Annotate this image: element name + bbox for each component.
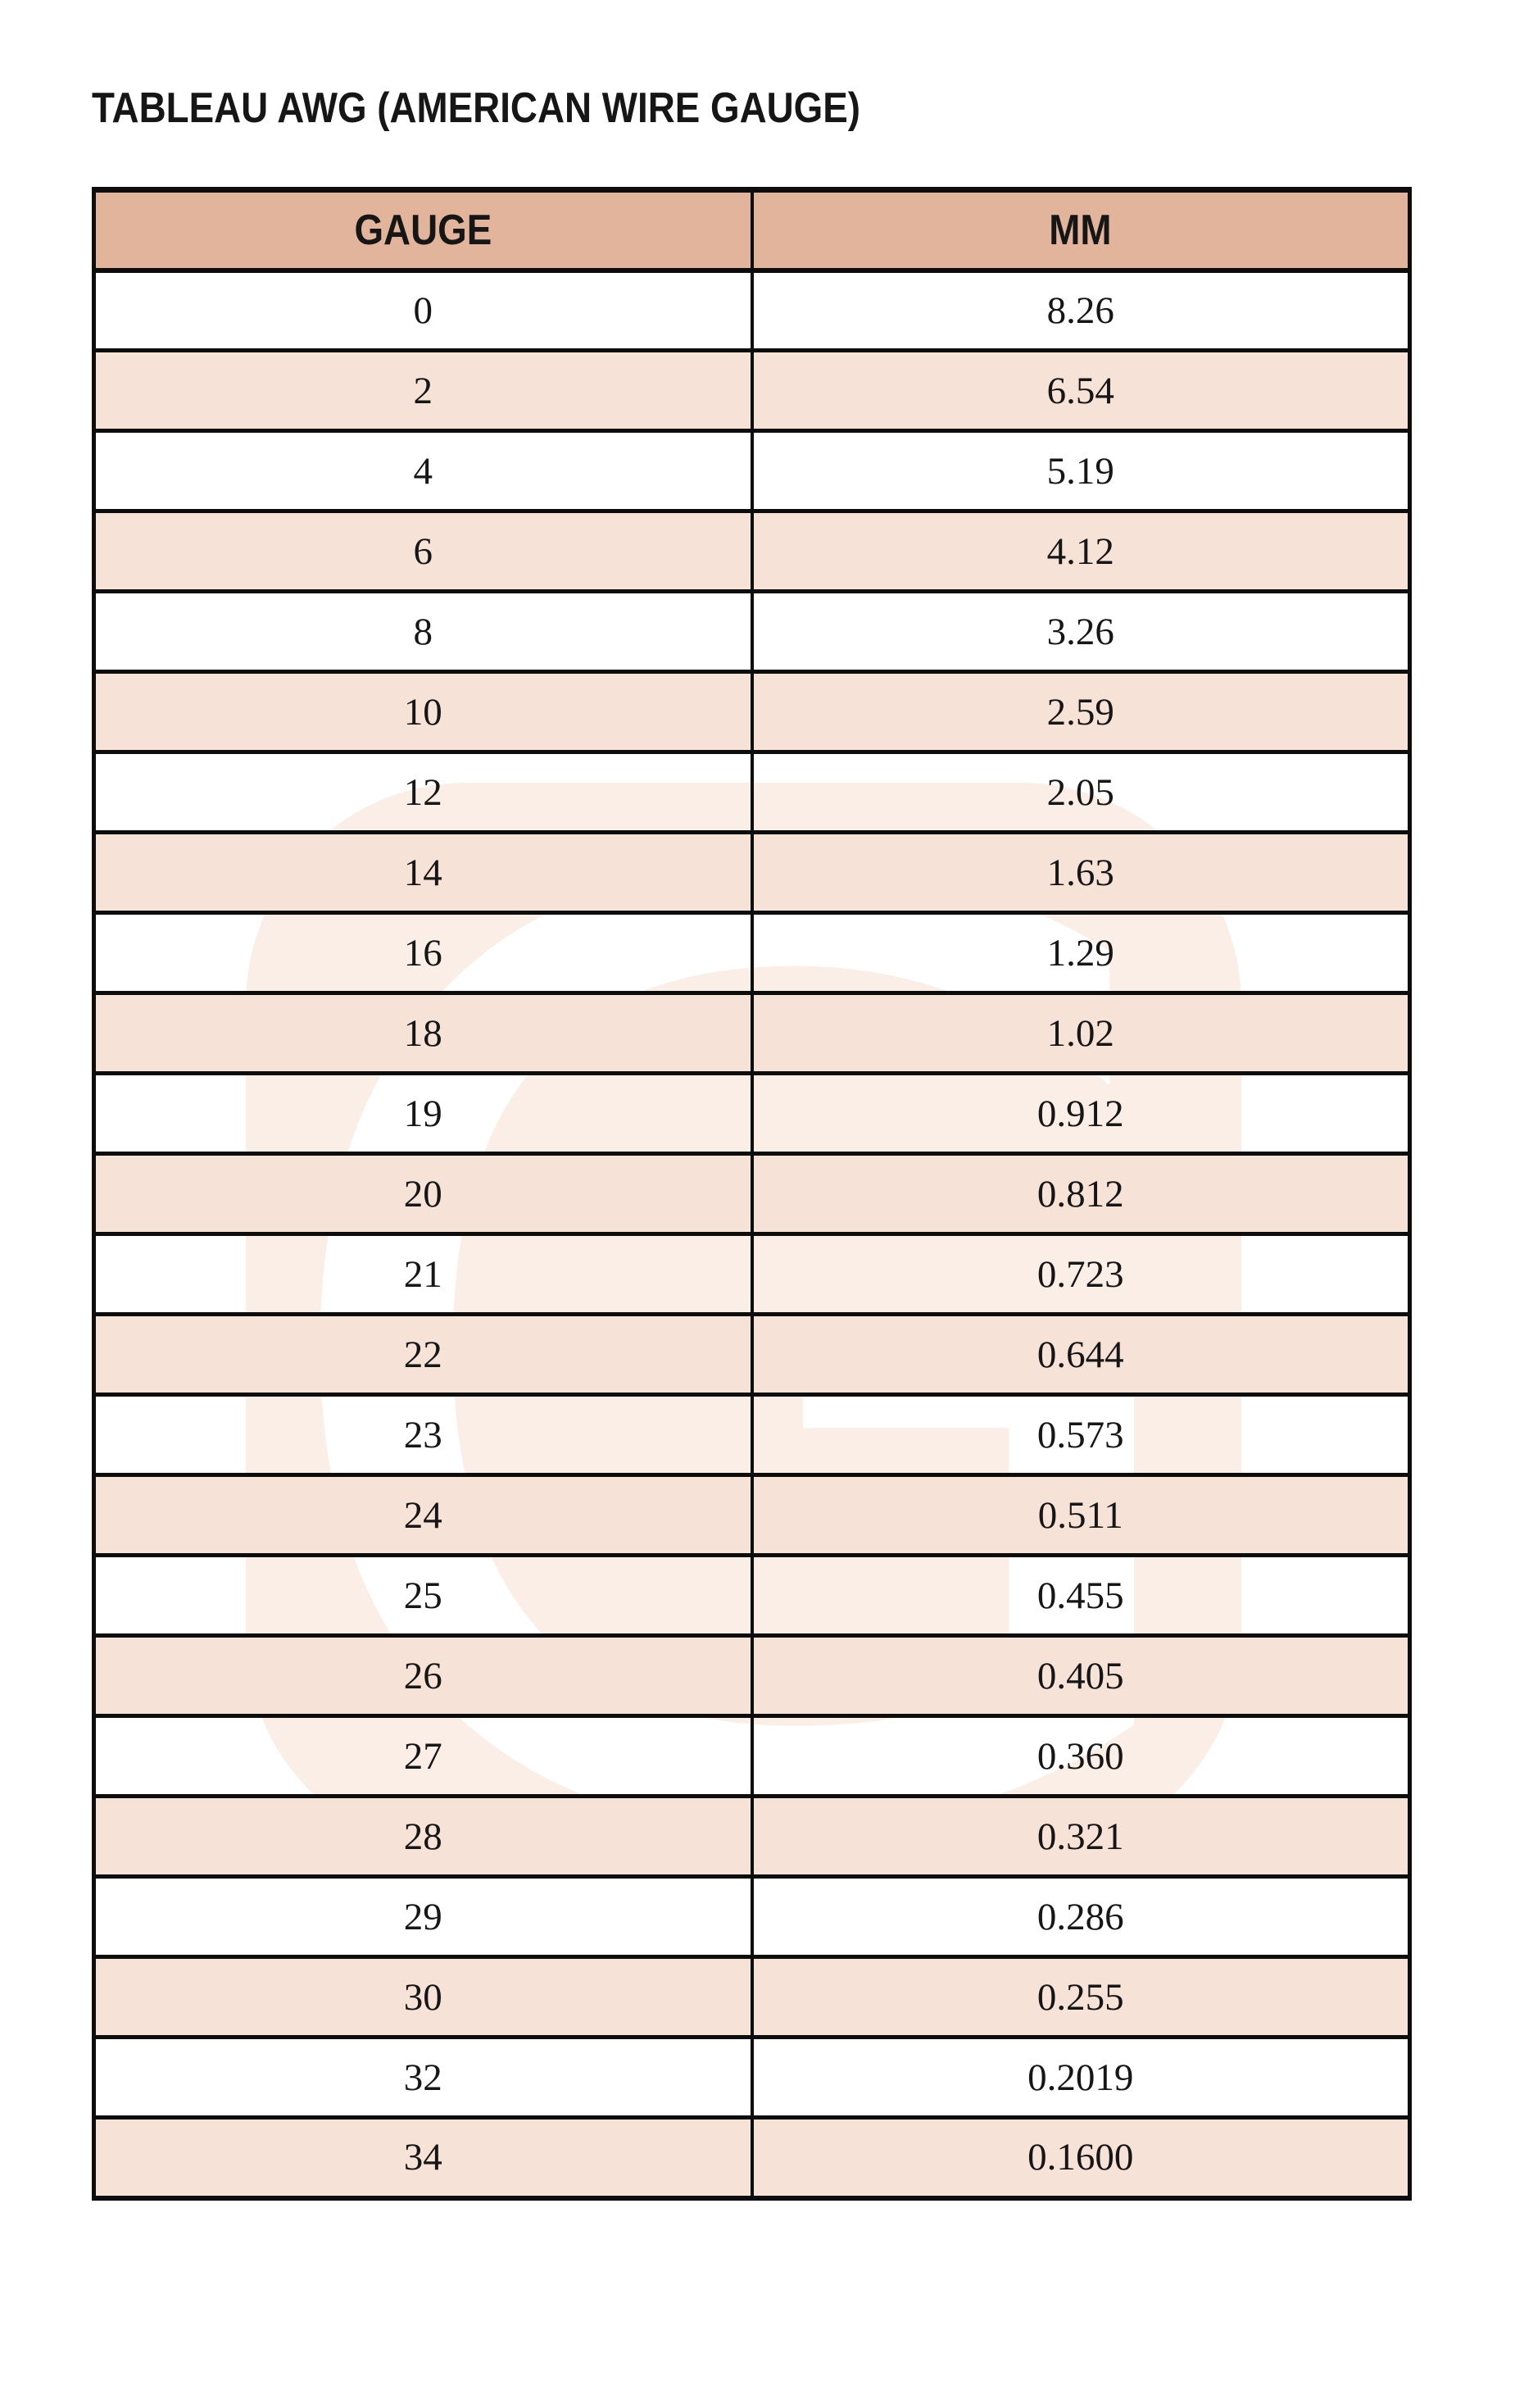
gauge-cell: 19 xyxy=(93,1071,754,1156)
mm-cell: 0.723 xyxy=(751,1232,1410,1316)
mm-cell: 2.59 xyxy=(751,670,1410,754)
table-header-row: GAUGE MM xyxy=(93,188,1410,273)
gauge-cell: 16 xyxy=(93,911,754,995)
mm-cell: 0.321 xyxy=(751,1794,1410,1879)
gauge-cell: 26 xyxy=(93,1633,754,1718)
table-row: 8 3.26 xyxy=(93,589,1410,674)
col-header-gauge-label: GAUGE xyxy=(354,206,492,254)
col-header-mm: MM xyxy=(751,188,1410,273)
table-head: GAUGE MM xyxy=(93,188,1410,273)
table-row: 32 0.2019 xyxy=(93,2035,1410,2119)
gauge-cell: 0 xyxy=(93,268,754,352)
mm-cell: 0.573 xyxy=(751,1393,1410,1477)
table-row: 34 0.1600 xyxy=(93,2115,1410,2200)
table-row: 28 0.321 xyxy=(93,1794,1410,1879)
gauge-cell: 27 xyxy=(93,1714,754,1798)
table-row: 10 2.59 xyxy=(93,670,1410,754)
awg-table: GAUGE MM 0 8.26 2 6.54 4 5.19 6 4.12 8 3.26 10 2.59… xyxy=(92,187,1412,2201)
table-row: 16 1.29 xyxy=(93,911,1410,995)
mm-cell: 0.1600 xyxy=(751,2115,1410,2200)
gauge-cell: 14 xyxy=(93,830,754,915)
mm-cell: 1.29 xyxy=(751,911,1410,995)
mm-cell: 0.255 xyxy=(751,1955,1410,2039)
table-row: 12 2.05 xyxy=(93,750,1410,834)
mm-cell: 1.63 xyxy=(751,830,1410,915)
gauge-cell: 2 xyxy=(93,348,754,433)
gauge-cell: 34 xyxy=(93,2115,754,2200)
table-row: 6 4.12 xyxy=(93,509,1410,593)
gauge-cell: 21 xyxy=(93,1232,754,1316)
table-row: 25 0.455 xyxy=(93,1553,1410,1638)
table-row: 20 0.812 xyxy=(93,1152,1410,1236)
table-row: 26 0.405 xyxy=(93,1633,1410,1718)
gauge-cell: 23 xyxy=(93,1393,754,1477)
mm-cell: 0.360 xyxy=(751,1714,1410,1798)
col-header-gauge: GAUGE xyxy=(93,188,754,273)
mm-cell: 0.405 xyxy=(751,1633,1410,1718)
gauge-cell: 29 xyxy=(93,1874,754,1959)
table-row: 21 0.723 xyxy=(93,1232,1410,1316)
gauge-cell: 30 xyxy=(93,1955,754,2039)
gauge-cell: 8 xyxy=(93,589,754,674)
mm-cell: 0.644 xyxy=(751,1312,1410,1397)
gauge-cell: 10 xyxy=(93,670,754,754)
page-title: TABLEAU AWG (AMERICAN WIRE GAUGE) xyxy=(92,84,861,132)
mm-cell: 0.2019 xyxy=(751,2035,1410,2119)
gauge-cell: 12 xyxy=(93,750,754,834)
gauge-cell: 22 xyxy=(93,1312,754,1397)
mm-cell: 2.05 xyxy=(751,750,1410,834)
mm-cell: 0.455 xyxy=(751,1553,1410,1638)
gauge-cell: 4 xyxy=(93,429,754,513)
mm-cell: 6.54 xyxy=(751,348,1410,433)
gauge-cell: 25 xyxy=(93,1553,754,1638)
gauge-cell: 18 xyxy=(93,991,754,1075)
col-header-mm-label: MM xyxy=(1049,206,1112,254)
table-row: 29 0.286 xyxy=(93,1874,1410,1959)
table-row: 14 1.63 xyxy=(93,830,1410,915)
gauge-cell: 32 xyxy=(93,2035,754,2119)
table-row: 4 5.19 xyxy=(93,429,1410,513)
table-row: 0 8.26 xyxy=(93,268,1410,352)
table-row: 23 0.573 xyxy=(93,1393,1410,1477)
mm-cell: 4.12 xyxy=(751,509,1410,593)
mm-cell: 0.912 xyxy=(751,1071,1410,1156)
table-row: 2 6.54 xyxy=(93,348,1410,433)
table-row: 18 1.02 xyxy=(93,991,1410,1075)
mm-cell: 5.19 xyxy=(751,429,1410,513)
gauge-cell: 28 xyxy=(93,1794,754,1879)
gauge-cell: 6 xyxy=(93,509,754,593)
table-row: 27 0.360 xyxy=(93,1714,1410,1798)
table-row: 22 0.644 xyxy=(93,1312,1410,1397)
gauge-cell: 20 xyxy=(93,1152,754,1236)
table-row: 24 0.511 xyxy=(93,1473,1410,1557)
mm-cell: 8.26 xyxy=(751,268,1410,352)
mm-cell: 1.02 xyxy=(751,991,1410,1075)
table-row: 30 0.255 xyxy=(93,1955,1410,2039)
table-body: 0 8.26 2 6.54 4 5.19 6 4.12 8 3.26 10 2.59 12 2.05 14 1… xyxy=(93,268,1410,2200)
mm-cell: 0.812 xyxy=(751,1152,1410,1236)
mm-cell: 0.286 xyxy=(751,1874,1410,1959)
mm-cell: 0.511 xyxy=(751,1473,1410,1557)
mm-cell: 3.26 xyxy=(751,589,1410,674)
gauge-cell: 24 xyxy=(93,1473,754,1557)
table-row: 19 0.912 xyxy=(93,1071,1410,1156)
